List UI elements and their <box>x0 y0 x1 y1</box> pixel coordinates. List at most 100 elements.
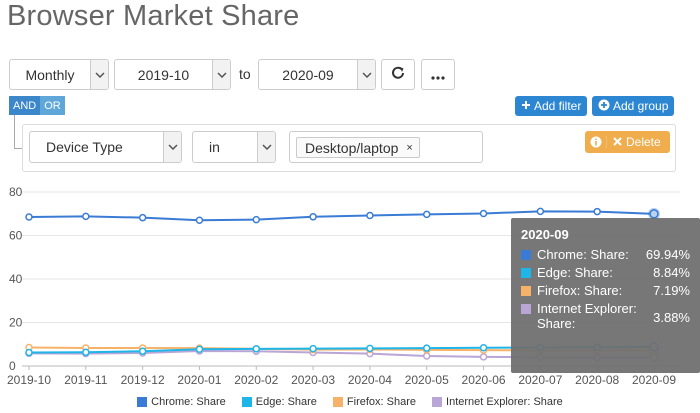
tooltip-row: Edge: Share: 8.84% <box>521 265 690 282</box>
chart-tooltip: 2020-09 Chrome: Share: 69.94% Edge: Shar… <box>511 218 700 373</box>
x-tick-label: 2020-09 <box>632 373 676 387</box>
to-date-value: 2020-09 <box>282 66 334 83</box>
tooltip-series-value: 7.19% <box>653 283 690 298</box>
tooltip-series-name: Firefox: Share: <box>537 283 623 298</box>
close-icon <box>613 135 622 149</box>
x-tick-label: 2019-10 <box>7 373 51 387</box>
legend-swatch <box>137 397 148 407</box>
plus-circle-icon <box>598 99 610 114</box>
edge-data-point <box>309 344 317 353</box>
period-select-value: Monthly <box>25 66 75 83</box>
info-icon[interactable] <box>585 136 607 148</box>
firefox-data-point <box>195 344 204 352</box>
chrome-data-point <box>422 210 431 219</box>
and-button[interactable]: AND <box>9 96 41 115</box>
chrome-data-point <box>252 215 261 224</box>
ie-data-point <box>82 349 90 358</box>
chrome-data-point <box>479 209 488 218</box>
filter-value-tag-label: Desktop/laptop <box>305 140 399 156</box>
chart-legend: Chrome: Share Edge: Share Firefox: Share… <box>0 396 700 408</box>
legend-label: Edge: Share <box>255 396 317 408</box>
to-label: to <box>239 66 251 82</box>
chrome-data-point <box>649 209 659 219</box>
x-tick-label: 2020-06 <box>462 373 506 387</box>
firefox-data-point <box>25 343 33 352</box>
legend-item-chrome[interactable]: Chrome: Share <box>137 396 226 408</box>
filter-operator-select[interactable]: in <box>192 131 276 163</box>
edge-swatch <box>521 268 531 278</box>
y-tick-label: 40 <box>9 272 23 286</box>
chevron-down-icon <box>257 132 275 162</box>
chrome-swatch <box>521 250 531 260</box>
edge-data-point <box>479 343 488 352</box>
firefox-data-point <box>422 346 431 354</box>
x-tick-label: 2019-12 <box>121 373 165 387</box>
add-filter-label: Add filter <box>534 99 582 113</box>
y-tick-label: 80 <box>9 185 23 199</box>
add-filter-button[interactable]: Add filter <box>515 96 588 116</box>
edge-data-point <box>252 345 261 353</box>
edge-data-point <box>422 344 431 352</box>
legend-label: Internet Explorer: Share <box>446 396 563 408</box>
delete-filter-button[interactable]: Delete <box>607 135 661 149</box>
plus-icon <box>521 99 531 113</box>
chrome-data-point <box>138 213 147 222</box>
tooltip-series-name: Internet Explorer: Share: <box>537 301 637 331</box>
ie-data-point <box>195 347 204 355</box>
legend-item-edge[interactable]: Edge: Share <box>241 396 317 408</box>
filter-operator-value: in <box>209 139 220 155</box>
from-date-value: 2019-10 <box>137 66 190 83</box>
x-tick-label: 2020-07 <box>518 373 562 387</box>
group-connector <box>14 115 24 149</box>
filter-value-tag: Desktop/laptop × <box>296 137 420 158</box>
legend-swatch <box>241 397 252 407</box>
ie-data-point <box>479 353 488 361</box>
tooltip-series-value: 69.94% <box>645 247 690 262</box>
refresh-button[interactable] <box>381 59 415 90</box>
ie-data-point <box>366 349 374 358</box>
firefox-data-point <box>82 344 90 352</box>
ie-data-point <box>138 349 147 357</box>
filter-value-input[interactable]: Desktop/laptop × <box>289 131 483 163</box>
logic-toggle: AND OR <box>9 96 65 115</box>
firefox-data-point <box>252 345 261 353</box>
from-date-select[interactable]: 2019-10 <box>114 59 231 90</box>
x-tick-label: 2020-08 <box>575 373 619 387</box>
add-group-label: Add group <box>613 99 669 113</box>
tooltip-row: Firefox: Share: 7.19% <box>521 283 690 300</box>
tooltip-header: 2020-09 <box>521 227 569 242</box>
firefox-data-point <box>366 345 374 354</box>
filter-field-select[interactable]: Device Type <box>29 131 182 163</box>
refresh-icon <box>391 66 405 83</box>
chrome-data-point <box>82 212 90 221</box>
firefox-data-point <box>479 346 488 354</box>
edge-data-point <box>82 348 90 357</box>
firefox-swatch <box>521 286 531 296</box>
to-date-select[interactable]: 2020-09 <box>258 59 376 90</box>
period-select[interactable]: Monthly <box>9 59 109 90</box>
legend-label: Chrome: Share <box>151 396 226 408</box>
legend-item-firefox[interactable]: Firefox: Share <box>332 396 417 408</box>
more-options-button[interactable] <box>421 59 455 90</box>
chevron-down-icon <box>90 60 108 89</box>
tooltip-series-name: Chrome: Share: <box>537 247 629 262</box>
chevron-down-icon <box>357 60 375 89</box>
y-tick-label: 60 <box>9 229 23 243</box>
tag-remove-icon[interactable]: × <box>406 142 413 154</box>
legend-swatch <box>332 397 343 407</box>
ie-data-point <box>25 349 33 358</box>
tooltip-series-value: 8.84% <box>653 265 690 280</box>
ie-data-point <box>252 347 261 355</box>
chrome-data-point <box>536 207 545 216</box>
tooltip-row: Chrome: Share: 69.94% <box>521 247 690 264</box>
filter-actions: Delete <box>585 131 670 153</box>
or-button[interactable]: OR <box>40 96 65 115</box>
y-tick-label: 0 <box>9 359 16 373</box>
chrome-data-point <box>366 211 374 220</box>
firefox-data-point <box>138 344 147 352</box>
x-tick-label: 2020-01 <box>177 373 221 387</box>
legend-item-ie[interactable]: Internet Explorer: Share <box>432 396 563 408</box>
add-group-button[interactable]: Add group <box>592 96 675 116</box>
tooltip-series-name: Edge: Share: <box>537 265 613 280</box>
legend-label: Firefox: Share <box>346 396 417 408</box>
